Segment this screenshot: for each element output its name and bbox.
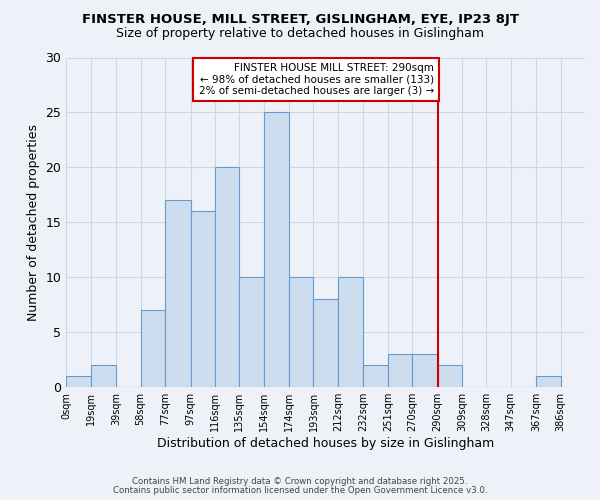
Text: FINSTER HOUSE, MILL STREET, GISLINGHAM, EYE, IP23 8JT: FINSTER HOUSE, MILL STREET, GISLINGHAM, … [82, 12, 518, 26]
Text: Contains HM Land Registry data © Crown copyright and database right 2025.: Contains HM Land Registry data © Crown c… [132, 477, 468, 486]
Text: Size of property relative to detached houses in Gislingham: Size of property relative to detached ho… [116, 28, 484, 40]
Bar [438, 365, 462, 387]
Bar [140, 310, 165, 387]
Bar [388, 354, 412, 387]
Bar [313, 300, 338, 387]
Bar [215, 168, 239, 387]
Bar [239, 278, 263, 387]
Bar [66, 376, 91, 387]
Bar [191, 212, 215, 387]
X-axis label: Distribution of detached houses by size in Gislingham: Distribution of detached houses by size … [157, 437, 494, 450]
Bar [91, 365, 116, 387]
Y-axis label: Number of detached properties: Number of detached properties [27, 124, 40, 321]
Bar [263, 112, 289, 387]
Bar [536, 376, 560, 387]
Bar [338, 278, 364, 387]
Bar [289, 278, 313, 387]
Text: Contains public sector information licensed under the Open Government Licence v3: Contains public sector information licen… [113, 486, 487, 495]
Bar [412, 354, 438, 387]
Bar [165, 200, 191, 387]
Text: FINSTER HOUSE MILL STREET: 290sqm
← 98% of detached houses are smaller (133)
2% : FINSTER HOUSE MILL STREET: 290sqm ← 98% … [199, 63, 434, 96]
Bar [364, 365, 388, 387]
